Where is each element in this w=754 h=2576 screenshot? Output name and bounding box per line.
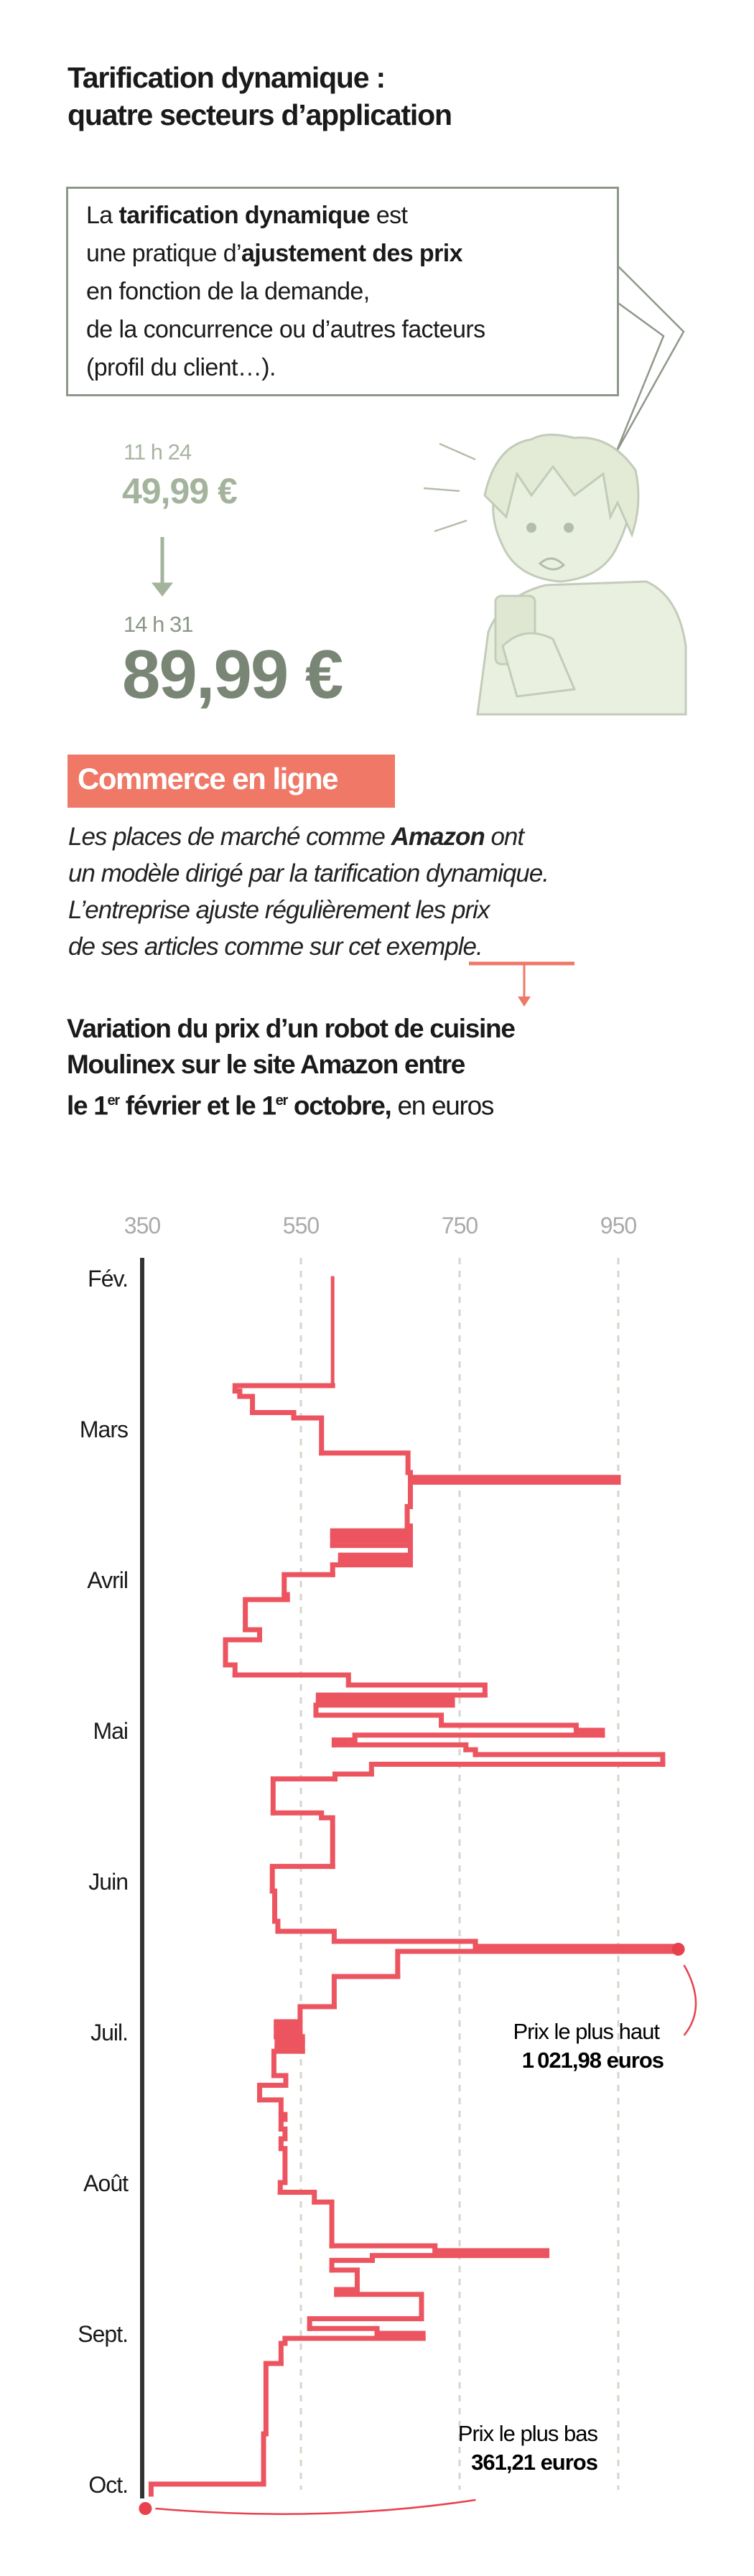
price-after: 89,99 € (122, 636, 343, 713)
price-step (278, 2341, 288, 2366)
page-title: Tarification dynamique : quatre secteurs… (68, 61, 452, 131)
price-step (272, 1918, 281, 1934)
price-step (270, 1776, 338, 1816)
price-step (312, 2199, 335, 2249)
example-link: exemple (386, 933, 477, 961)
price-step (223, 1662, 238, 1678)
price-step (307, 2316, 424, 2331)
price-step (237, 1394, 256, 1415)
month-label: Fév. (88, 1266, 128, 1292)
min-label: Prix le plus bas (458, 2421, 598, 2446)
price-step (277, 2190, 317, 2205)
definition-box (66, 187, 619, 396)
time-before: 11 h 24 (124, 439, 192, 465)
price-step (332, 1771, 374, 1782)
price-step (278, 2117, 288, 2132)
person-illustration (476, 434, 687, 716)
x-tick-label: 350 (124, 1213, 161, 1238)
month-label: Juil. (90, 2020, 128, 2045)
price-step (278, 2136, 288, 2152)
month-label: Mai (93, 1718, 128, 1744)
price-step (331, 1938, 478, 1949)
price-step (313, 1702, 455, 1718)
price-step (281, 1572, 335, 1597)
month-label: Avril (87, 1567, 128, 1593)
price-step (313, 1712, 445, 1728)
x-tick-label: 550 (283, 1213, 320, 1238)
price-step (261, 2431, 269, 2487)
price-step (473, 1752, 666, 1767)
price-step (148, 2481, 266, 2497)
price-step (271, 2073, 289, 2089)
face-features (526, 523, 574, 571)
x-tick-label: 950 (600, 1213, 637, 1238)
price-step (282, 2335, 426, 2346)
price-step (270, 1810, 325, 1821)
price-step (407, 1480, 621, 1509)
max-value: 1 021,98 euros (522, 2048, 664, 2073)
price-step (331, 1742, 469, 1753)
max-label: Prix le plus haut (513, 2019, 660, 2044)
price-step (269, 1864, 335, 1894)
price-step (330, 1543, 413, 1558)
price-step (368, 1761, 666, 1777)
price-step (278, 2146, 288, 2185)
max-connector (683, 1964, 697, 2036)
section-intro: Les places de marché comme Amazon ont un… (68, 823, 549, 961)
month-label: Juin (88, 1869, 128, 1895)
price-step (232, 1672, 351, 1688)
price-step (243, 1597, 290, 1633)
definition-text: La tarification dynamique est une pratiq… (86, 202, 485, 381)
price-step (257, 2083, 289, 2103)
price-step (329, 2267, 360, 2292)
price-step (278, 2126, 288, 2142)
price-step (269, 1888, 278, 1924)
price-step (395, 1949, 679, 1979)
price-step (297, 2004, 337, 2025)
price-step (352, 1732, 605, 1743)
price-step (275, 1928, 337, 1944)
surprise-lines-icon (423, 442, 476, 533)
min-value: 361,21 euros (471, 2450, 597, 2475)
month-label: Oct. (88, 2472, 128, 2498)
min-connector (155, 2498, 476, 2515)
price-step (232, 1383, 335, 1394)
section-badge: Commerce en ligne (68, 755, 395, 808)
min-price-dot (139, 2502, 152, 2515)
price-step (329, 2257, 375, 2273)
x-tick-label: 750 (442, 1213, 478, 1238)
example-pointer-arrow-icon (469, 961, 574, 1007)
price-step (257, 2097, 284, 2117)
price-step (263, 2361, 284, 2437)
price-step (271, 2048, 305, 2078)
price-step (319, 1450, 411, 1475)
month-label: Sept. (78, 2321, 128, 2347)
price-step (243, 1627, 263, 1643)
time-after: 14 h 31 (124, 612, 193, 637)
price-before: 49,99 € (122, 471, 238, 511)
price-step (369, 2253, 550, 2263)
price-step (330, 1562, 413, 1577)
price-step (334, 2292, 424, 2322)
price-step (319, 1815, 335, 1870)
price-step (250, 1410, 297, 1421)
price-step (223, 1637, 263, 1668)
price-step (345, 1682, 488, 1698)
arrow-down-icon (151, 537, 174, 597)
max-price-dot (671, 1943, 685, 1956)
price-step (331, 1974, 401, 2010)
price-step (329, 2243, 438, 2254)
price-step (439, 1722, 579, 1733)
illustration (151, 265, 687, 716)
price-step (291, 1415, 325, 1456)
price-step (307, 2325, 380, 2336)
month-label: Août (83, 2170, 129, 2196)
chart-title: Variation du prix d’un robot de cuisine … (67, 1014, 516, 1121)
month-label: Mars (80, 1417, 128, 1442)
price-step (277, 2180, 288, 2195)
price-step (404, 1503, 413, 1529)
